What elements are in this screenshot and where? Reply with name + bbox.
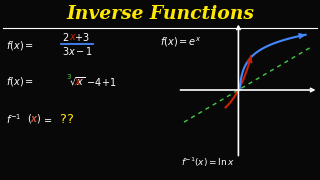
Text: $+1$: $+1$: [101, 76, 116, 88]
Text: $-4$: $-4$: [86, 76, 101, 88]
Text: $3x-1$: $3x-1$: [62, 45, 93, 57]
Text: $f^{-1}$: $f^{-1}$: [6, 112, 22, 126]
Text: $2$: $2$: [62, 31, 70, 43]
Text: $f(x) = e^x$: $f(x) = e^x$: [160, 36, 201, 49]
Text: $x$: $x$: [74, 76, 82, 87]
Text: $f(x) =$: $f(x) =$: [6, 75, 34, 88]
Text: $x$: $x$: [69, 32, 77, 42]
Text: $??$: $??$: [59, 113, 74, 126]
Text: Inverse Functions: Inverse Functions: [66, 5, 254, 23]
Text: $\sqrt{x}$: $\sqrt{x}$: [69, 76, 86, 88]
Text: $f(x) =$: $f(x) =$: [6, 39, 34, 52]
Text: $3$: $3$: [66, 72, 72, 81]
Text: $(x)$: $(x)$: [27, 112, 42, 125]
Text: $+3$: $+3$: [74, 31, 90, 43]
Text: $x$: $x$: [30, 114, 38, 124]
Text: $f^{-1}(x) = \ln x$: $f^{-1}(x) = \ln x$: [181, 155, 235, 169]
Text: $= $: $= $: [42, 114, 53, 124]
